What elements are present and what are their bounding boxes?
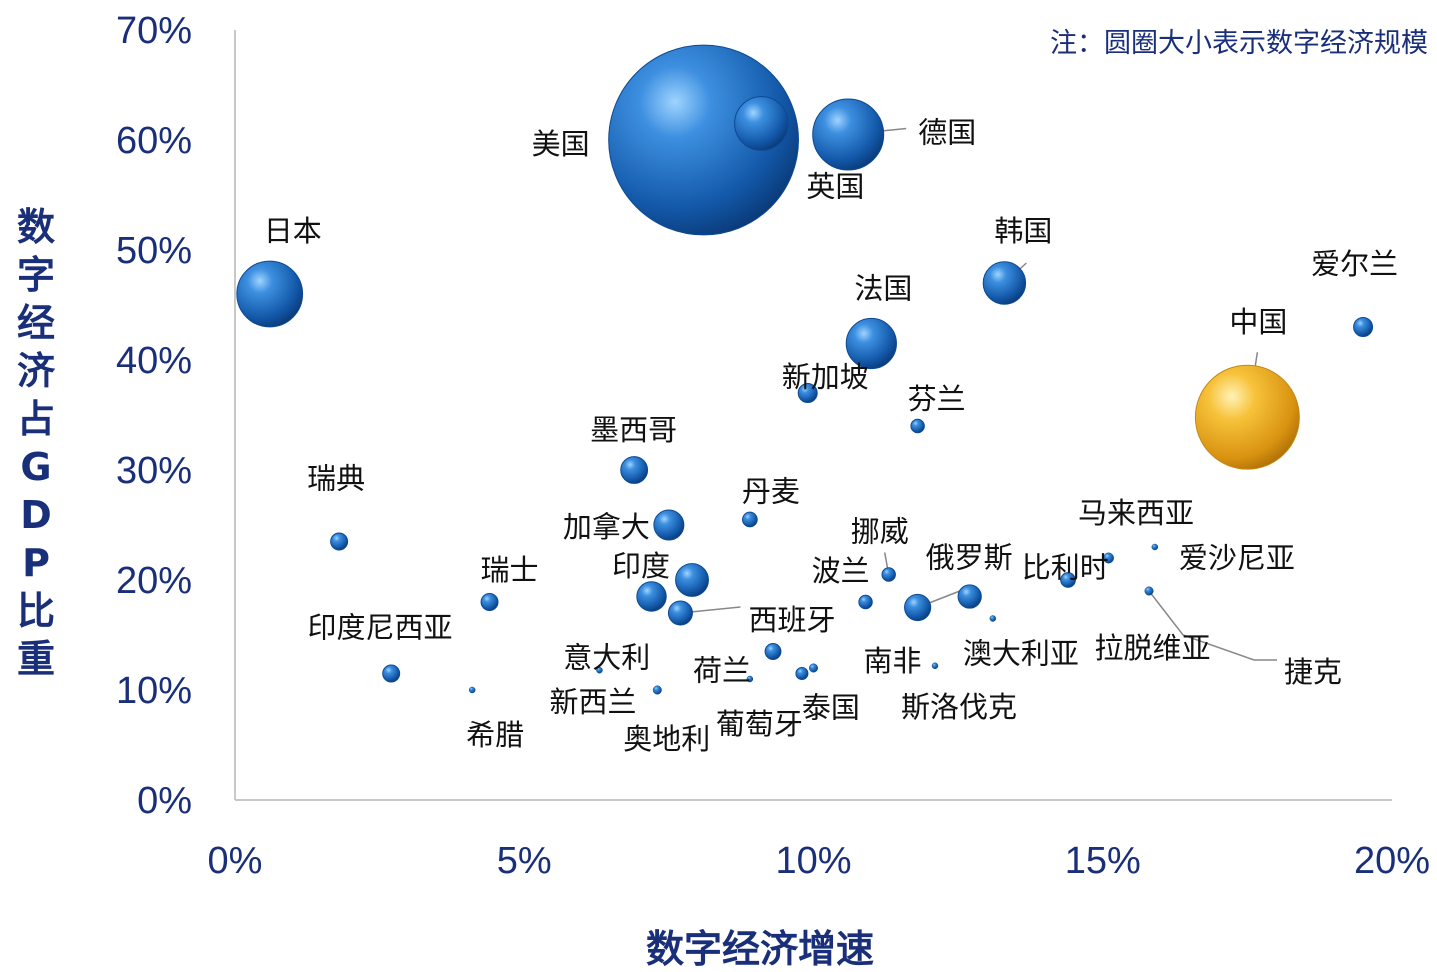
bubble-奥地利	[652, 685, 662, 695]
label-意大利: 意大利	[563, 641, 650, 675]
label-墨西哥: 墨西哥	[590, 413, 677, 447]
x-axis-title: 数字经济增速	[646, 927, 874, 971]
bubble-俄罗斯	[904, 593, 932, 622]
label-奥地利: 奥地利	[623, 722, 710, 756]
label-俄罗斯: 俄罗斯	[926, 541, 1013, 575]
bubble-美国	[608, 44, 799, 236]
bubble-英国	[734, 96, 789, 151]
label-加拿大: 加拿大	[563, 510, 650, 544]
x-tick-label: 5%	[497, 840, 552, 882]
bubble-波兰	[858, 594, 873, 610]
label-斯洛伐克: 斯洛伐克	[901, 690, 1017, 724]
label-芬兰: 芬兰	[908, 382, 966, 416]
y-tick-label: 40%	[116, 340, 192, 382]
label-瑞典: 瑞典	[307, 462, 365, 496]
label-捷克: 捷克	[1284, 655, 1342, 689]
bubble-丹麦	[742, 511, 758, 528]
label-南非: 南非	[864, 644, 922, 678]
y-tick-label: 0%	[137, 780, 192, 822]
label-泰国: 泰国	[802, 691, 860, 725]
bubble-瑞士	[480, 593, 499, 611]
label-希腊: 希腊	[466, 718, 524, 752]
bubble-葡萄牙	[746, 675, 754, 683]
tick-labels: 0% 10% 20% 30% 40% 50% 60% 70% 0% 5% 10% 15% 20%	[116, 10, 1430, 882]
x-tick-label: 15%	[1065, 840, 1141, 882]
label-德国: 德国	[918, 116, 976, 150]
bubble-挪威	[881, 567, 896, 582]
label-印度尼西亚: 印度尼西亚	[308, 611, 453, 645]
bubble-希腊	[468, 686, 476, 694]
bubble-法国	[845, 317, 897, 370]
label-法国: 法国	[854, 272, 912, 306]
label-中国: 中国	[1229, 305, 1287, 339]
bubble-西班牙	[667, 600, 693, 626]
bubble-爱尔兰	[1353, 317, 1374, 337]
bubble-日本	[236, 260, 304, 328]
x-tick-label: 20%	[1354, 840, 1430, 882]
bubble-印度	[675, 563, 709, 597]
bubble-荷兰	[764, 643, 782, 660]
label-瑞士: 瑞士	[481, 553, 539, 587]
bubble-澳大利亚	[989, 615, 997, 622]
label-葡萄牙: 葡萄牙	[716, 707, 803, 741]
bubble-斯洛伐克	[931, 662, 939, 670]
x-tick-label: 10%	[775, 840, 851, 882]
bubble-瑞典	[330, 532, 349, 551]
bubble-马来西亚	[1060, 572, 1076, 588]
bubble-新西兰	[596, 666, 603, 674]
label-西班牙: 西班牙	[748, 603, 835, 637]
chart-note: 注：圆圈大小表示数字经济规模	[1050, 28, 1428, 59]
y-tick-label: 20%	[116, 560, 192, 602]
label-爱尔兰: 爱尔兰	[1311, 247, 1398, 281]
bubble-印度尼西亚	[636, 581, 667, 612]
bubble-捷克	[1144, 586, 1154, 596]
label-英国: 英国	[806, 170, 864, 204]
label-新西兰: 新西兰	[549, 685, 636, 719]
bubble-中国	[1194, 364, 1300, 470]
label-荷兰: 荷兰	[693, 654, 751, 688]
bubble-墨西哥	[620, 456, 649, 484]
y-tick-label: 10%	[116, 670, 192, 712]
label-印度: 印度	[612, 549, 670, 583]
y-tick-label: 50%	[116, 230, 192, 272]
y-tick-label: 60%	[116, 120, 192, 162]
x-tick-label: 0%	[208, 840, 263, 882]
bubble-拉脱维亚	[1103, 552, 1114, 564]
label-挪威: 挪威	[851, 515, 909, 549]
label-丹麦: 丹麦	[742, 475, 800, 509]
label-日本: 日本	[264, 214, 322, 248]
bubble-爱沙尼亚	[1151, 543, 1159, 551]
y-tick-label: 70%	[116, 10, 192, 52]
label-拉脱维亚: 拉脱维亚	[1095, 631, 1211, 665]
y-tick-label: 30%	[116, 450, 192, 492]
label-马来西亚: 马来西亚	[1078, 496, 1194, 530]
label-爱沙尼亚: 爱沙尼亚	[1179, 541, 1295, 575]
label-比利时: 比利时	[1022, 551, 1109, 585]
bubble-意大利	[382, 664, 401, 683]
bubble-比利时	[957, 584, 982, 609]
leader-捷克	[1148, 590, 1278, 661]
label-波兰: 波兰	[812, 554, 870, 588]
label-澳大利亚: 澳大利亚	[963, 637, 1079, 671]
bubble-新加坡	[797, 383, 818, 403]
bubble-南非	[809, 663, 818, 673]
bubble-泰国	[795, 666, 809, 681]
label-韩国: 韩国	[994, 214, 1052, 248]
bubble-芬兰	[910, 418, 925, 434]
y-axis-title: 数字经济占 G D P 比重	[17, 205, 56, 681]
bubble-加拿大	[653, 509, 685, 541]
bubble-德国	[812, 98, 885, 171]
bubble-韩国	[982, 261, 1027, 305]
label-美国: 美国	[532, 127, 590, 161]
bubbles	[236, 44, 1374, 695]
label-新加坡: 新加坡	[782, 360, 869, 394]
